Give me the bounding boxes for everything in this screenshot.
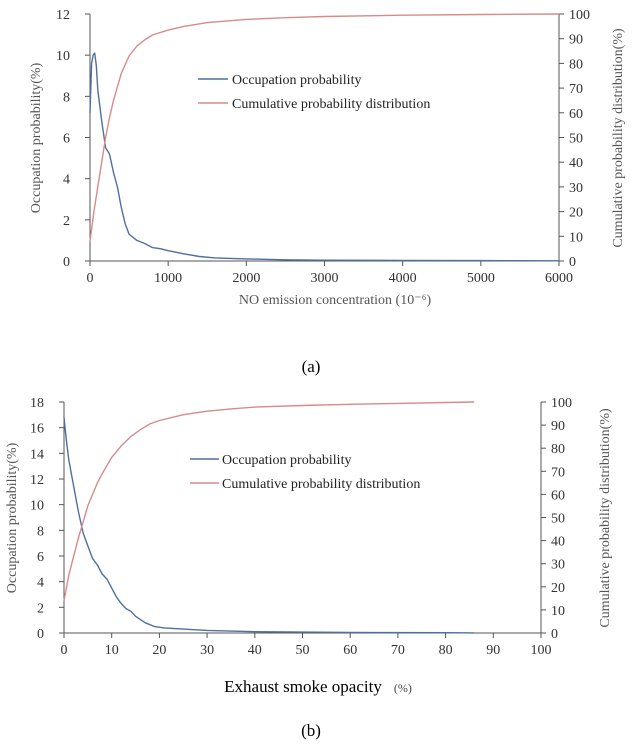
y-right-tick-label: 80 bbox=[551, 442, 565, 457]
chart-b-legend-label-occupation: Occupation probability bbox=[222, 453, 351, 468]
chart-b-x-title: Exhaust smoke opacity (%) bbox=[224, 677, 412, 696]
y-left-tick-label: 18 bbox=[30, 396, 44, 411]
y-left-tick-label: 0 bbox=[63, 255, 70, 270]
y-right-tick-label: 70 bbox=[569, 82, 583, 97]
chart-a-y-left-ticks: 0 2 4 6 8 10 12 bbox=[56, 8, 90, 270]
chart-a-y-right-ticks: 0 10 20 30 40 50 60 70 80 90 100 bbox=[559, 8, 590, 270]
chart-a-legend-label-cumulative: Cumulative probability distribution bbox=[232, 97, 430, 112]
chart-b-y-left-ticks: 0 2 4 6 8 10 12 14 16 18 bbox=[30, 396, 64, 642]
x-tick-label: 4000 bbox=[389, 271, 417, 286]
y-left-tick-label: 10 bbox=[30, 499, 44, 514]
y-right-tick-label: 80 bbox=[569, 57, 583, 72]
chart-a-y-right-title: Cumulative probability distribution(%) bbox=[611, 28, 626, 248]
y-left-tick-label: 4 bbox=[37, 576, 44, 591]
y-right-tick-label: 20 bbox=[551, 581, 565, 596]
y-left-tick-label: 16 bbox=[30, 422, 44, 437]
y-right-tick-label: 60 bbox=[569, 107, 583, 122]
y-left-tick-label: 8 bbox=[37, 524, 44, 539]
chart-b-caption: (b) bbox=[301, 721, 321, 740]
cumulative-probability-line bbox=[89, 13, 560, 242]
chart-b-series bbox=[63, 401, 475, 634]
chart-a-legend-label-occupation: Occupation probability bbox=[232, 73, 361, 88]
y-right-tick-label: 50 bbox=[551, 512, 565, 527]
chart-a-y-left-title: Occupation probability(%) bbox=[29, 62, 44, 213]
chart-a-x-title: NO emission concentration (10⁻⁶) bbox=[239, 293, 432, 308]
y-left-tick-label: 6 bbox=[37, 550, 44, 565]
y-left-tick-label: 2 bbox=[63, 214, 70, 229]
y-left-tick-label: 2 bbox=[37, 601, 44, 616]
chart-b-axes bbox=[63, 402, 542, 634]
x-tick-label: 1000 bbox=[154, 271, 182, 286]
y-right-tick-label: 0 bbox=[569, 255, 576, 270]
x-tick-label: 0 bbox=[61, 643, 68, 658]
chart-a-caption: (a) bbox=[302, 357, 321, 376]
x-tick-label: 90 bbox=[486, 643, 500, 658]
chart-a-axes bbox=[89, 14, 560, 262]
chart-a-x-ticks: 0 1000 2000 3000 4000 5000 6000 bbox=[87, 261, 573, 286]
x-tick-label: 80 bbox=[439, 643, 453, 658]
occupation-probability-line bbox=[89, 52, 560, 262]
x-tick-label: 100 bbox=[531, 643, 552, 658]
x-tick-label: 70 bbox=[391, 643, 405, 658]
x-tick-label: 2000 bbox=[232, 271, 260, 286]
y-left-tick-label: 14 bbox=[30, 447, 44, 462]
y-right-tick-label: 100 bbox=[569, 8, 590, 23]
x-tick-label: 10 bbox=[105, 643, 119, 658]
y-right-tick-label: 50 bbox=[569, 132, 583, 147]
cumulative-probability-line bbox=[63, 401, 475, 601]
x-tick-label: 6000 bbox=[545, 271, 573, 286]
y-left-tick-label: 6 bbox=[63, 132, 70, 147]
x-tick-label: 40 bbox=[248, 643, 262, 658]
y-right-tick-label: 10 bbox=[551, 604, 565, 619]
y-right-tick-label: 30 bbox=[569, 181, 583, 196]
y-left-tick-label: 12 bbox=[30, 473, 44, 488]
chart-a-series bbox=[89, 13, 560, 262]
chart-b-legend: Occupation probability Cumulative probab… bbox=[190, 453, 420, 492]
x-tick-label: 3000 bbox=[311, 271, 339, 286]
chart-b-x-ticks: 0 10 20 30 40 50 60 70 80 90 100 bbox=[61, 633, 552, 658]
chart-a: 0 1000 2000 3000 4000 5000 6000 0 2 4 6 8 10 12 0 10 2… bbox=[29, 8, 626, 376]
x-tick-label: 50 bbox=[296, 643, 310, 658]
chart-b-x-title-main: Exhaust smoke opacity bbox=[224, 677, 382, 696]
y-left-tick-label: 10 bbox=[56, 49, 70, 64]
x-tick-label: 20 bbox=[152, 643, 166, 658]
occupation-probability-line bbox=[63, 417, 475, 634]
y-right-tick-label: 40 bbox=[569, 156, 583, 171]
y-right-tick-label: 90 bbox=[569, 33, 583, 48]
y-left-tick-label: 0 bbox=[37, 627, 44, 642]
chart-b-x-title-unit: (%) bbox=[394, 681, 412, 695]
chart-b-y-right-ticks: 0 10 20 30 40 50 60 70 80 90 100 bbox=[541, 396, 572, 642]
x-tick-label: 30 bbox=[200, 643, 214, 658]
y-left-tick-label: 8 bbox=[63, 90, 70, 105]
chart-b-legend-label-cumulative: Cumulative probability distribution bbox=[222, 477, 420, 492]
y-right-tick-label: 30 bbox=[551, 558, 565, 573]
y-right-tick-label: 60 bbox=[551, 488, 565, 503]
y-left-tick-label: 4 bbox=[63, 173, 70, 188]
chart-b-y-left-title: Occupation probability(%) bbox=[5, 442, 20, 593]
x-tick-label: 60 bbox=[343, 643, 357, 658]
y-right-tick-label: 40 bbox=[551, 535, 565, 550]
x-tick-label: 5000 bbox=[467, 271, 495, 286]
x-tick-label: 0 bbox=[87, 271, 94, 286]
chart-a-legend: Occupation probability Cumulative probab… bbox=[198, 73, 430, 112]
y-right-tick-label: 20 bbox=[569, 206, 583, 221]
y-right-tick-label: 10 bbox=[569, 230, 583, 245]
y-right-tick-label: 0 bbox=[551, 627, 558, 642]
y-right-tick-label: 70 bbox=[551, 465, 565, 480]
y-right-tick-label: 100 bbox=[551, 396, 572, 411]
y-left-tick-label: 12 bbox=[56, 8, 70, 23]
chart-b-y-right-title: Cumulative probability distribution(%) bbox=[598, 408, 613, 628]
y-right-tick-label: 90 bbox=[551, 419, 565, 434]
